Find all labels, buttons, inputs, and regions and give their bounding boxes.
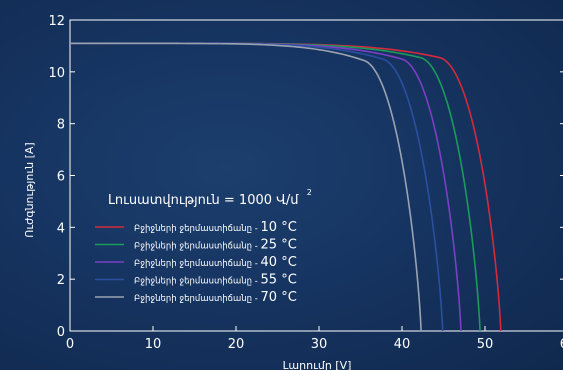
y-tick-label: 6 <box>57 170 65 185</box>
x-tick-label: 10 <box>145 337 162 352</box>
legend-label-prefix: Բջիջների ջերմաստիճանը - <box>134 242 261 252</box>
legend-item: Բջիջների ջերմաստիճանը - 10 °C <box>95 220 297 235</box>
legend-label-temp: 70 °C <box>261 290 297 305</box>
iv-curve-70c <box>70 42 422 332</box>
x-tick-label: 30 <box>311 337 328 352</box>
irradiance-text: Լուսատվություն = 1000 Վ/մ <box>108 193 299 208</box>
legend-label: Բջիջների ջերմաստիճանը - 10 °C <box>134 220 297 235</box>
y-tick-label: 0 <box>57 325 65 340</box>
legend-label-prefix: Բջիջների ջերմաստիճանը - <box>134 294 261 304</box>
y-tick-label: 8 <box>57 118 65 133</box>
y-tick-label: 10 <box>48 66 65 81</box>
legend-item: Բջիջների ջերմաստիճանը - 40 °C <box>95 255 297 270</box>
legend-label: Բջիջների ջերմաստիճանը - 55 °C <box>134 273 297 288</box>
x-tick-label: 40 <box>394 337 411 352</box>
legend-label-prefix: Բջիջների ջերմաստիճանը - <box>134 224 261 234</box>
legend-label: Բջիջների ջերմաստիճանը - 40 °C <box>134 255 297 270</box>
irradiance-superscript: 2 <box>307 188 312 197</box>
irradiance-annotation: Լուսատվություն = 1000 Վ/մ 2 <box>108 188 312 208</box>
y-tick-label: 2 <box>57 273 65 288</box>
iv-curve-40c <box>70 42 462 332</box>
legend-label-temp: 40 °C <box>261 255 297 270</box>
legend-item: Բջիջների ջերմաստիճանը - 25 °C <box>95 238 297 253</box>
legend-item: Բջիջների ջերմաստիճանը - 55 °C <box>95 273 297 288</box>
x-tick-label: 20 <box>228 337 245 352</box>
legend-label-temp: 10 °C <box>261 220 297 235</box>
y-axis-label: Ուժգնություն [A] <box>23 142 36 237</box>
legend-label: Բջիջների ջերմաստիճանը - 25 °C <box>134 238 297 253</box>
y-tick-label: 12 <box>48 14 65 29</box>
iv-curve-55c <box>70 42 444 332</box>
x-axis-label: Լարումը [V] <box>283 359 352 370</box>
iv-curves <box>70 42 502 332</box>
legend-item: Բջիջների ջերմաստիճանը - 70 °C <box>95 290 297 305</box>
x-tick-label: 50 <box>477 337 494 352</box>
legend-label-temp: 25 °C <box>261 238 297 253</box>
legend-label-prefix: Բջիջների ջերմաստիճանը - <box>134 259 261 269</box>
iv-curve-10c <box>70 42 502 332</box>
legend-label: Բջիջների ջերմաստիճանը - 70 °C <box>134 290 297 305</box>
legend-label-temp: 55 °C <box>261 273 297 288</box>
x-tick-label: 0 <box>66 337 74 352</box>
x-tick-label: 60 <box>560 337 563 352</box>
axes: 0 2 4 6 8 10 12 0 10 20 30 40 50 60 <box>48 14 563 352</box>
y-tick-label: 4 <box>57 221 65 236</box>
legend-label-prefix: Բջիջների ջերմաստիճանը - <box>134 277 261 287</box>
